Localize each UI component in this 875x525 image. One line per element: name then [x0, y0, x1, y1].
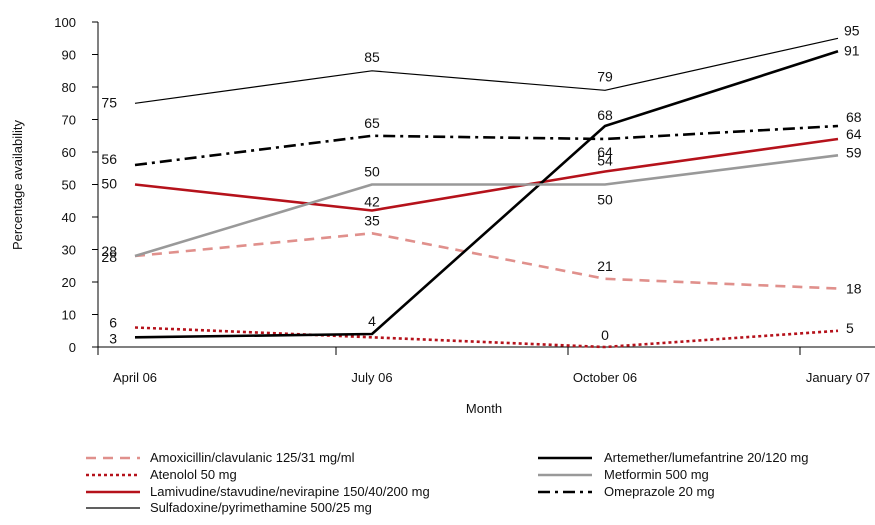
x-tick-label: January 07	[806, 370, 870, 385]
data-label: 85	[364, 49, 380, 65]
series-line-1	[134, 326, 839, 349]
y-tick-label: 10	[62, 308, 76, 323]
legend-label: Metformin 500 mg	[604, 467, 709, 482]
legend-item: Amoxicillin/clavulanic 125/31 mg/ml	[86, 450, 355, 465]
legend-item: Sulfadoxine/pyrimethamine 500/25 mg	[86, 500, 372, 515]
series-line-6	[134, 124, 839, 167]
data-label: 56	[101, 151, 117, 167]
data-label: 95	[844, 22, 860, 38]
x-axis-title: Month	[466, 401, 502, 416]
data-label: 59	[846, 144, 862, 160]
legend-label: Lamivudine/stavudine/nevirapine 150/40/2…	[150, 484, 430, 499]
data-label: 21	[597, 258, 613, 274]
data-label: 68	[846, 109, 862, 125]
legend-item: Omeprazole 20 mg	[538, 484, 715, 499]
x-tick-label: July 06	[351, 370, 392, 385]
x-tick-label: April 06	[113, 370, 157, 385]
data-label: 4	[368, 313, 376, 329]
y-tick-label: 40	[62, 210, 76, 225]
y-tick-label: 60	[62, 145, 76, 160]
y-tick-label: 0	[69, 340, 76, 355]
data-label: 35	[364, 212, 380, 228]
y-tick-label: 90	[62, 48, 76, 63]
data-label: 5	[846, 320, 854, 336]
series-line-4	[134, 50, 839, 339]
data-label: 50	[364, 164, 380, 180]
y-tick-label: 80	[62, 80, 76, 95]
legend-label: Artemether/lumefantrine 20/120 mg	[604, 450, 809, 465]
series-line-5	[134, 154, 839, 258]
data-label: 65	[364, 115, 380, 131]
data-label: 91	[844, 42, 860, 58]
y-tick-label: 100	[54, 15, 76, 30]
data-label: 50	[597, 192, 613, 208]
legend-item: Artemether/lumefantrine 20/120 mg	[538, 450, 809, 465]
data-label: 68	[597, 107, 613, 123]
legend-label: Atenolol 50 mg	[150, 467, 237, 482]
data-label: 28	[101, 249, 117, 265]
data-label: 0	[601, 327, 609, 343]
data-label: 64	[846, 126, 862, 142]
data-labels: 2835211863055042546475857995346891285050…	[101, 22, 861, 346]
legend-label: Amoxicillin/clavulanic 125/31 mg/ml	[150, 450, 355, 465]
legend-item: Metformin 500 mg	[538, 467, 709, 482]
data-label: 28	[101, 243, 117, 259]
data-label: 75	[101, 94, 117, 110]
legend-item: Lamivudine/stavudine/nevirapine 150/40/2…	[86, 484, 430, 499]
data-label: 42	[364, 194, 380, 210]
legend-label: Sulfadoxine/pyrimethamine 500/25 mg	[150, 500, 372, 515]
legend-item: Atenolol 50 mg	[86, 467, 237, 482]
data-label: 6	[109, 315, 117, 331]
y-tick-label: 70	[62, 113, 76, 128]
data-label: 79	[597, 68, 613, 84]
data-label: 18	[846, 281, 862, 297]
data-label: 50	[101, 176, 117, 192]
y-axis-title: Percentage availability	[10, 119, 25, 250]
y-tick-label: 20	[62, 275, 76, 290]
data-label: 64	[597, 144, 613, 160]
data-label: 3	[109, 330, 117, 346]
series-lines	[134, 37, 839, 349]
series-line-0	[134, 232, 839, 290]
y-tick-label: 50	[62, 178, 76, 193]
legend-label: Omeprazole 20 mg	[604, 484, 715, 499]
data-label: 54	[597, 153, 613, 169]
x-tick-label: October 06	[573, 370, 637, 385]
legend: Amoxicillin/clavulanic 125/31 mg/ml Ateno…	[86, 450, 809, 515]
y-tick-label: 30	[62, 243, 76, 258]
series-line-3	[134, 37, 839, 104]
series-line-2	[134, 137, 839, 212]
